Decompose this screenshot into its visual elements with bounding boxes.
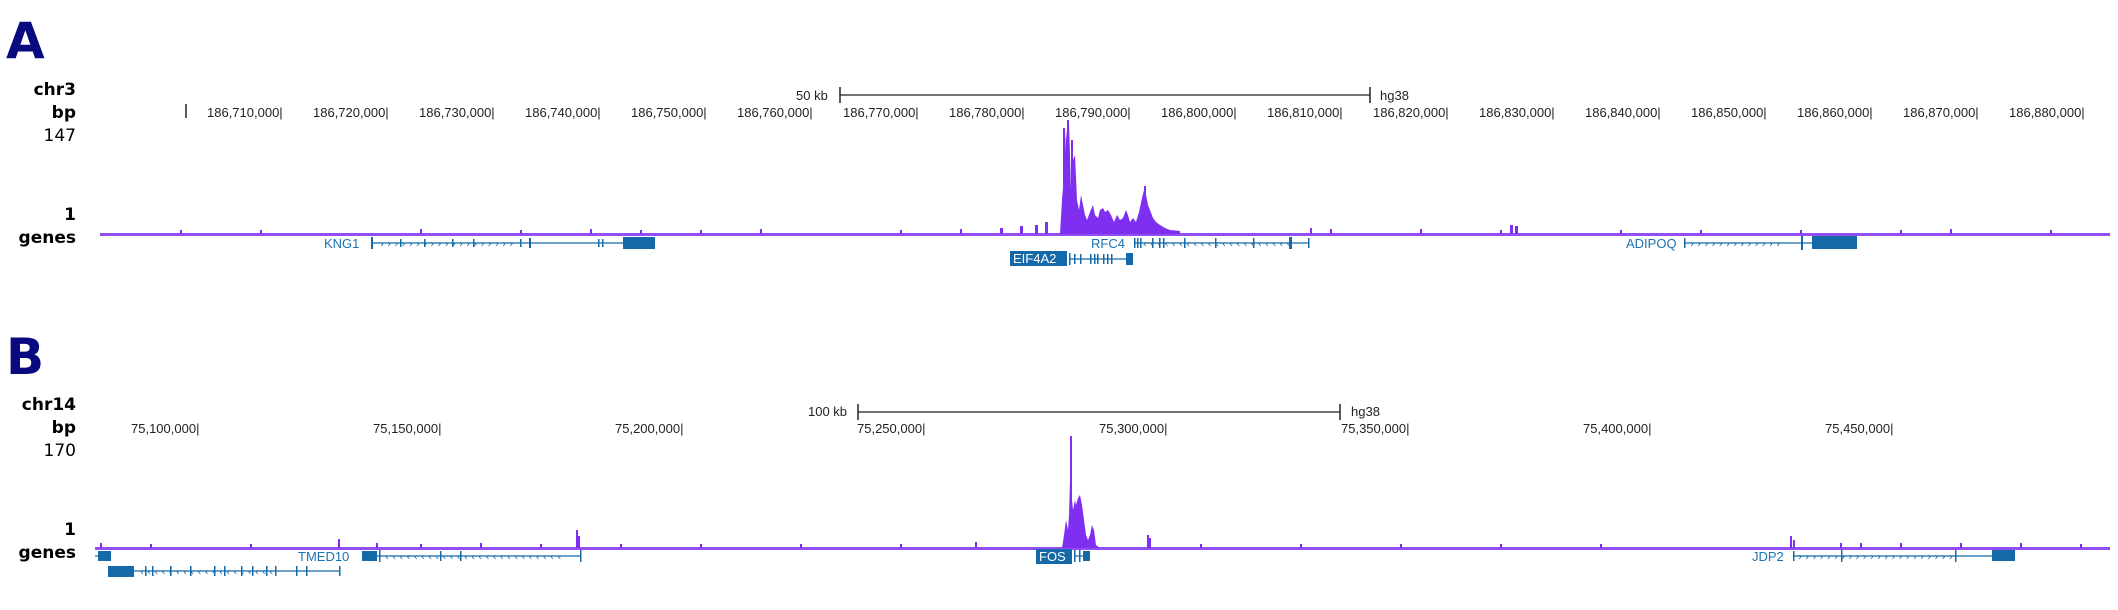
ruler-tick: 75,250,000|	[857, 421, 926, 436]
gene-track: KNG1 › › › › › › › › › › › › › › › › › ›…	[324, 236, 1857, 266]
ruler-tick: 75,150,000|	[373, 421, 442, 436]
assembly-label: hg38	[1380, 88, 1409, 103]
ruler-tick: 186,830,000|	[1479, 105, 1555, 120]
panel-letter-a: A	[6, 12, 45, 70]
ruler-tick: 75,350,000|	[1341, 421, 1410, 436]
ruler-tick: 75,400,000|	[1583, 421, 1652, 436]
ruler-tick: 186,720,000|	[313, 105, 389, 120]
svg-text:› › › › › › › › › › › › › › ›: › › › › › › › › › › › › › › › › › › › › …	[1798, 552, 1953, 563]
ruler-tick: 186,710,000|	[207, 105, 283, 120]
genes-label: genes	[18, 543, 76, 563]
gene-label-adipoq: ADIPOQ	[1626, 236, 1677, 251]
gene-tmed10-isoform[interactable]: ‹ ‹ ‹ ‹ ‹ ‹ ‹ ‹ ‹ ‹ ‹ ‹ ‹ ‹ ‹ ‹ ‹ ‹ ‹	[108, 566, 341, 578]
ruler-tick: 186,760,000|	[737, 105, 813, 120]
gene-jdp2[interactable]: JDP2 › › › › › › › › › › › › › › › › › ›…	[1752, 549, 2015, 564]
gene-label-rfc4: RFC4	[1091, 236, 1125, 251]
svg-text:‹ ‹ ‹ ‹ ‹ ‹ ‹ ‹ ‹ ‹ ‹ ‹ ‹ ‹ ‹: ‹ ‹ ‹ ‹ ‹ ‹ ‹ ‹ ‹ ‹ ‹ ‹ ‹ ‹ ‹ ‹ ‹ ‹ ‹	[140, 567, 273, 578]
gene-tmed10[interactable]: TMED10 ‹ ‹ ‹ ‹ ‹ ‹ ‹ ‹ ‹ ‹ ‹ ‹ ‹ ‹ ‹ ‹ ‹…	[298, 549, 582, 564]
ruler-tick: 186,880,000|	[2009, 105, 2085, 120]
scale-bar-label: 100 kb	[808, 404, 848, 419]
svg-text:› › › › › › › › › › › › › › ›: › › › › › › › › › › › › › › › › › › ›	[380, 239, 513, 250]
gene-label-eif4a2: EIF4A2	[1013, 251, 1056, 266]
gene-rfc4[interactable]: RFC4 ‹ ‹ ‹ ‹ ‹ ‹ ‹ ‹ ‹ ‹ ‹ ‹ ‹ ‹ ‹ ‹ ‹ ‹…	[1091, 236, 1310, 251]
ymax-label: 170	[43, 441, 76, 461]
ruler-tick: 186,770,000|	[843, 105, 919, 120]
gene-unlabeled-left[interactable]	[95, 551, 111, 561]
ruler-tick: 186,800,000|	[1161, 105, 1237, 120]
gene-label-fos: FOS	[1039, 549, 1066, 564]
ruler-tick: 186,850,000|	[1691, 105, 1767, 120]
panel-a: A chr3 bp 147 1 genes 50 kb hg38 186,710…	[0, 0, 2118, 300]
ruler-tick: 75,100,000|	[131, 421, 200, 436]
ruler-tick: 186,730,000|	[419, 105, 495, 120]
gene-label-jdp2: JDP2	[1752, 549, 1784, 564]
ruler-tick: 75,200,000|	[615, 421, 684, 436]
ruler-tick: 75,450,000|	[1825, 421, 1894, 436]
bp-label: bp	[51, 103, 76, 123]
genes-label: genes	[18, 228, 76, 248]
gene-label-kng1: KNG1	[324, 236, 359, 251]
ruler-tick: 186,870,000|	[1903, 105, 1979, 120]
svg-text:› › › › › › › › › › › › ›: › › › › › › › › › › › › ›	[1690, 239, 1780, 250]
ruler-tick: 186,790,000|	[1055, 105, 1131, 120]
gene-label-tmed10: TMED10	[298, 549, 349, 564]
ruler-tick: 186,780,000|	[949, 105, 1025, 120]
chrom-label: chr3	[33, 80, 76, 100]
ruler-tick: 186,740,000|	[525, 105, 601, 120]
ruler-tick: 186,810,000|	[1267, 105, 1343, 120]
svg-text:‹ ‹ ‹ ‹ ‹ ‹ ‹ ‹ ‹ ‹ ‹ ‹ ‹ ‹ ‹: ‹ ‹ ‹ ‹ ‹ ‹ ‹ ‹ ‹ ‹ ‹ ‹ ‹ ‹ ‹ ‹ ‹ ‹ ‹ ‹ …	[1143, 239, 1291, 250]
ruler-tick: 75,300,000|	[1099, 421, 1168, 436]
gene-kng1[interactable]: KNG1 › › › › › › › › › › › › › › › › › ›…	[324, 236, 655, 251]
ruler-tick: 186,820,000|	[1373, 105, 1449, 120]
ruler-tick: 186,860,000|	[1797, 105, 1873, 120]
signal-track	[100, 120, 2110, 236]
ymin-label: 1	[64, 205, 76, 225]
scale-bar	[185, 87, 1371, 118]
bp-label: bp	[51, 418, 76, 438]
assembly-label: hg38	[1351, 404, 1380, 419]
ymin-label: 1	[64, 520, 76, 540]
panel-letter-b: B	[6, 328, 45, 386]
scale-bar-label: 50 kb	[796, 88, 828, 103]
gene-fos[interactable]: FOS	[1036, 549, 1090, 564]
gene-eif4a2[interactable]: EIF4A2	[1010, 251, 1133, 266]
gene-adipoq[interactable]: ADIPOQ › › › › › › › › › › › › ›	[1626, 236, 1857, 251]
ruler-tick: 186,750,000|	[631, 105, 707, 120]
ruler-tick: 186,840,000|	[1585, 105, 1661, 120]
ymax-label: 147	[43, 126, 76, 146]
svg-text:‹ ‹ ‹ ‹ ‹ ‹ ‹ ‹ ‹ ‹ ‹ ‹ ‹ ‹ ‹: ‹ ‹ ‹ ‹ ‹ ‹ ‹ ‹ ‹ ‹ ‹ ‹ ‹ ‹ ‹ ‹ ‹ ‹ ‹ ‹ …	[385, 552, 561, 563]
chrom-label: chr14	[21, 395, 76, 415]
